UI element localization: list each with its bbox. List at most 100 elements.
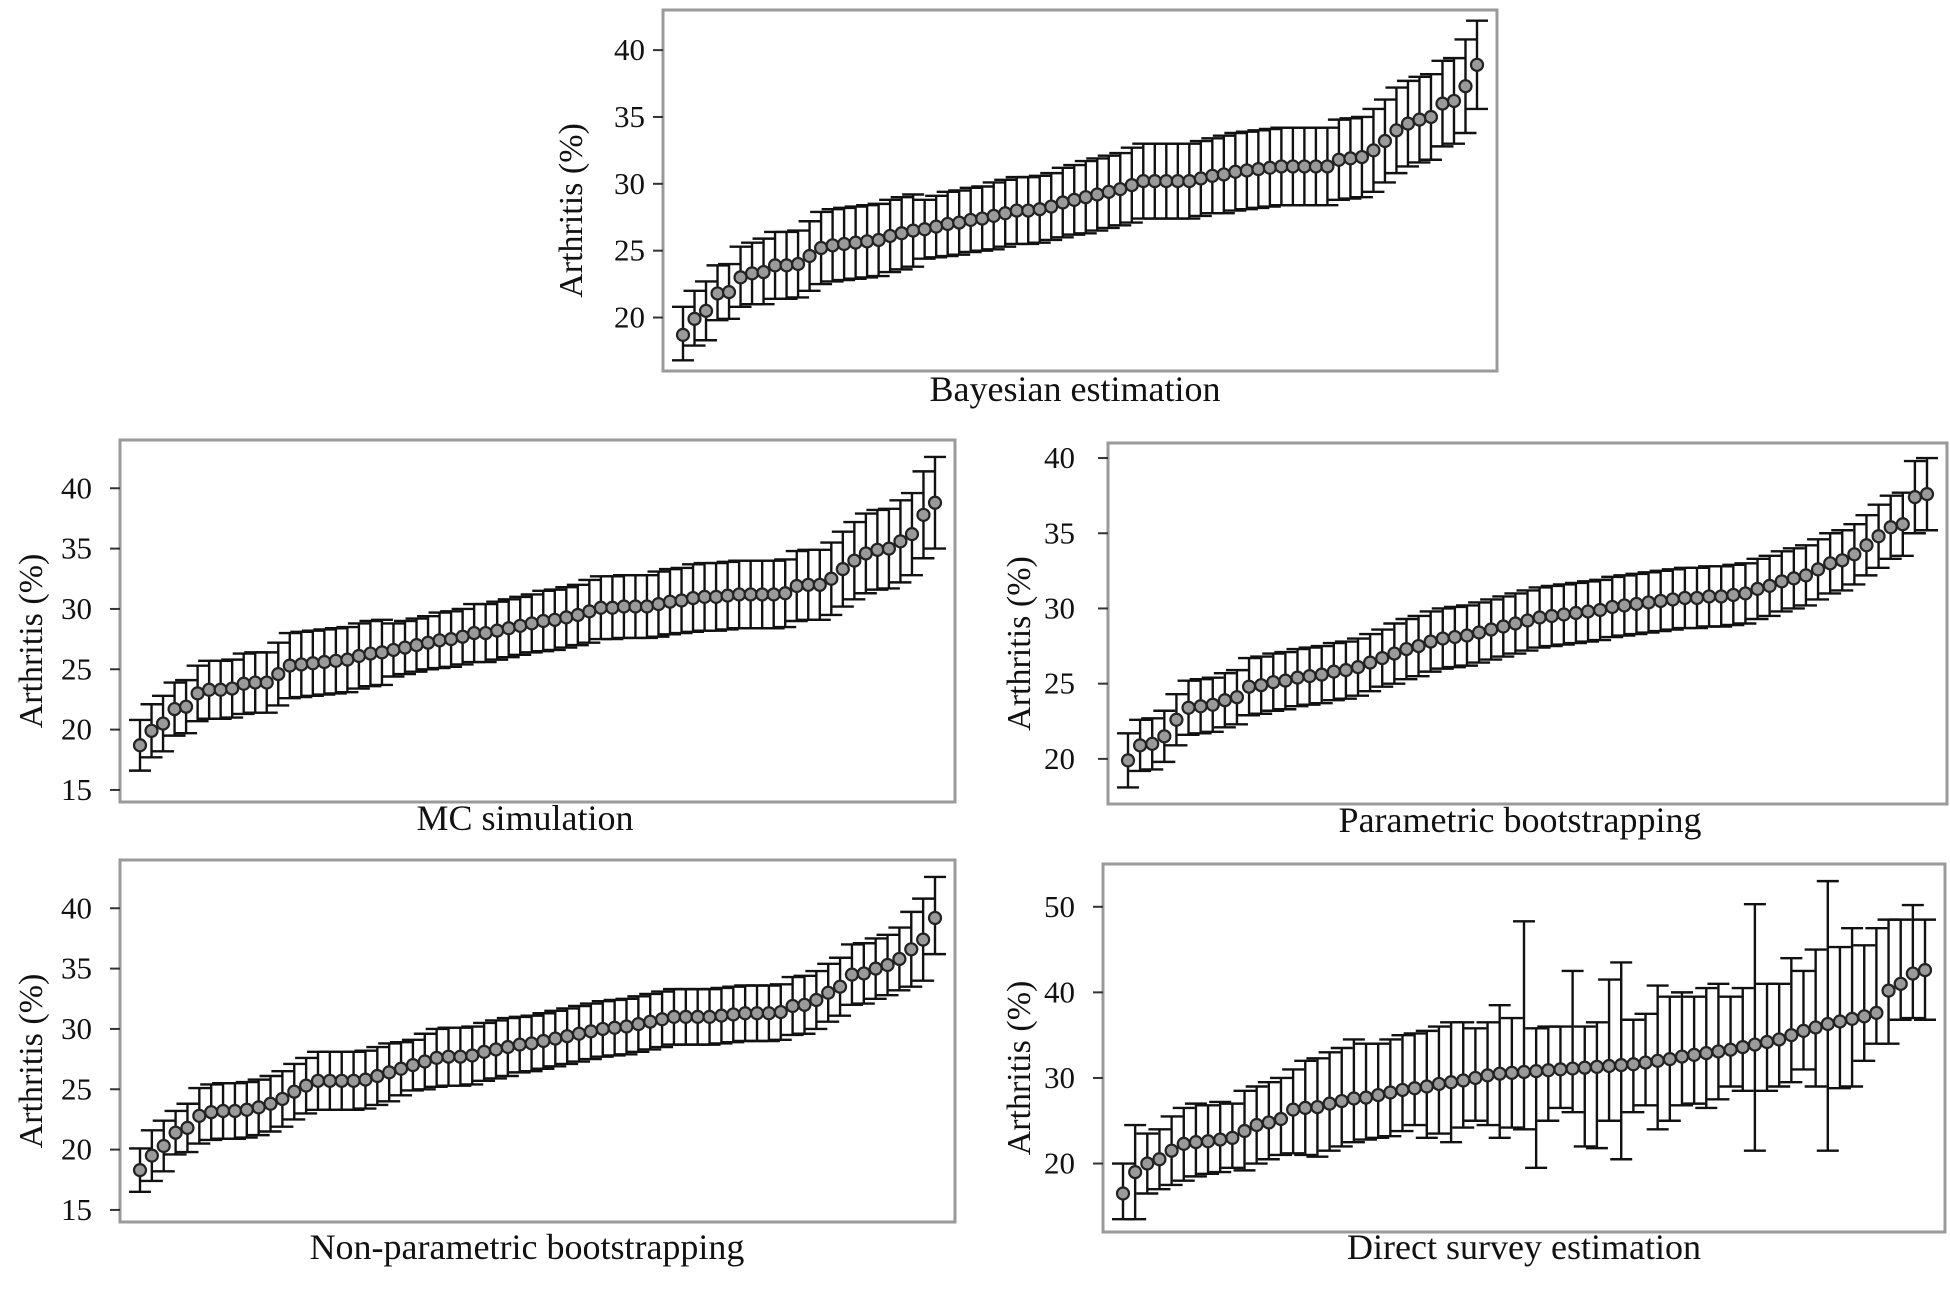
data-point	[1871, 529, 1886, 544]
data-point	[1128, 1164, 1143, 1180]
data-point	[1735, 1040, 1750, 1055]
data-point	[263, 1096, 278, 1111]
data-point	[1435, 631, 1450, 646]
data-point	[743, 587, 758, 602]
panel-non-parametric-bootstrapping: 15 20 25 30 35 40 Arthritis (%) Non-parametric …	[13, 858, 957, 1267]
data-point	[880, 957, 895, 973]
data-point	[714, 1008, 729, 1023]
data-point	[178, 699, 194, 714]
data-point	[1484, 622, 1499, 637]
data-point	[1593, 602, 1608, 618]
data-point	[929, 219, 944, 234]
data-point	[1810, 562, 1826, 577]
data-point	[1383, 1085, 1398, 1100]
panel-mc-simulation: 15 20 25 30 35 40 Arthritis (%) MC simulation	[13, 438, 957, 838]
data-point	[1844, 1011, 1860, 1027]
data-point	[1823, 556, 1838, 571]
data-point	[893, 534, 908, 549]
data-point	[1674, 1049, 1690, 1064]
data-point	[1249, 1117, 1264, 1133]
data-point	[1699, 1046, 1714, 1061]
data-point	[1308, 159, 1323, 174]
data-point	[1650, 1053, 1665, 1068]
data-point	[595, 1021, 610, 1037]
data-point	[1687, 1047, 1702, 1062]
data-point	[167, 701, 182, 717]
data-point	[1516, 1064, 1532, 1080]
data-point	[1181, 700, 1196, 715]
data-point	[1152, 1152, 1167, 1167]
data-point	[1605, 599, 1620, 615]
data-point	[892, 951, 907, 967]
data-point	[1750, 581, 1765, 597]
data-point	[1883, 520, 1898, 535]
data-point	[420, 635, 436, 650]
data-point	[916, 932, 931, 947]
data-point	[1358, 1090, 1374, 1105]
data-point	[1723, 1042, 1738, 1057]
data-point	[1446, 93, 1462, 109]
y-axis-label: Arthritis (%)	[13, 554, 50, 729]
data-point	[744, 266, 760, 281]
data-point	[732, 587, 747, 602]
data-point	[513, 618, 528, 633]
panel-caption: Direct survey estimation	[1347, 1227, 1701, 1267]
panel-direct-survey-estimation: 20 30 40 50 Arthritis (%) Direct survey estim…	[1001, 862, 1947, 1267]
data-point	[639, 599, 655, 614]
data-point	[1459, 628, 1475, 643]
data-point	[1919, 487, 1935, 502]
y-axis-label: Arthritis (%)	[13, 974, 50, 1149]
data-point	[678, 1009, 693, 1024]
data-point	[132, 1163, 148, 1178]
data-point	[733, 270, 748, 285]
data-point	[1274, 159, 1289, 174]
data-point	[275, 1091, 290, 1107]
data-point	[547, 612, 562, 627]
data-point	[560, 1029, 575, 1044]
data-point	[1169, 712, 1184, 727]
data-point	[155, 716, 171, 731]
data-point	[467, 625, 482, 641]
data-point	[1458, 79, 1473, 94]
data-point	[259, 675, 274, 690]
data-point	[1762, 578, 1777, 593]
data-point	[1629, 596, 1644, 612]
data-point	[393, 1061, 409, 1076]
data-point	[1544, 608, 1559, 624]
data-point	[1504, 1065, 1519, 1080]
data-point	[1334, 1093, 1349, 1109]
y-tick-label: 20	[61, 712, 92, 747]
data-point	[666, 1009, 682, 1024]
data-point	[917, 222, 932, 237]
panel-parametric-bootstrapping: 20 25 30 35 40 Arthritis (%) Parametric bootst…	[1001, 440, 1949, 840]
data-point	[358, 1072, 373, 1087]
data-point	[397, 640, 413, 655]
data-point	[1067, 192, 1082, 207]
data-point	[180, 1120, 195, 1135]
panel-bayesian-estimation: 20 25 30 35 40 Arthritis (%) Bayesian estimati…	[553, 8, 1499, 409]
data-point	[975, 211, 990, 226]
data-point	[858, 546, 873, 561]
data-point	[382, 1065, 397, 1080]
data-point	[779, 258, 794, 273]
data-point	[894, 226, 909, 241]
data-point	[417, 1054, 432, 1069]
data-point	[702, 1009, 717, 1024]
data-point	[675, 327, 691, 342]
data-point	[441, 1049, 456, 1064]
y-tick-label: 20	[1044, 741, 1075, 776]
data-point	[1217, 693, 1232, 708]
data-point	[697, 589, 712, 604]
data-point	[1286, 1102, 1301, 1117]
panel-caption: Parametric bootstrapping	[1339, 800, 1702, 840]
data-point	[797, 997, 812, 1012]
data-point	[1400, 116, 1416, 131]
data-point	[628, 599, 643, 614]
data-point	[1120, 753, 1136, 768]
data-point	[755, 587, 770, 602]
data-point	[1508, 616, 1523, 631]
data-point	[299, 1078, 314, 1093]
data-point	[1423, 109, 1439, 125]
data-point	[721, 285, 737, 300]
data-point	[1193, 171, 1208, 186]
